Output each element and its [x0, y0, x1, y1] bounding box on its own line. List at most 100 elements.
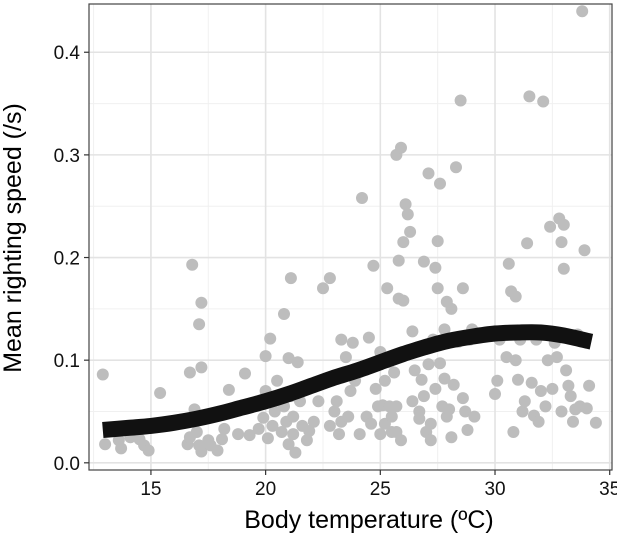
data-point	[557, 218, 570, 231]
data-point	[367, 259, 380, 272]
data-point	[356, 192, 368, 204]
data-point	[154, 387, 167, 399]
data-point	[406, 395, 419, 408]
y-tick-label: 0.0	[54, 454, 80, 475]
data-point	[431, 235, 444, 248]
data-point	[261, 432, 274, 445]
data-point	[264, 332, 277, 345]
data-point	[186, 258, 199, 271]
data-point	[222, 383, 235, 396]
x-axis-title: Body temperature (ºC)	[244, 506, 494, 534]
data-point	[491, 374, 504, 387]
data-point	[195, 445, 208, 458]
data-point	[268, 405, 281, 418]
data-point	[560, 364, 573, 377]
data-point	[287, 428, 300, 441]
y-axis-ticks: 0.0 0.1 0.2 0.3 0.4	[54, 43, 89, 475]
data-point	[339, 351, 352, 364]
data-point	[555, 405, 568, 418]
data-point	[397, 236, 410, 249]
smooth-line	[102, 324, 594, 438]
data-point	[583, 379, 596, 392]
data-point	[422, 167, 435, 180]
data-point	[99, 438, 112, 451]
data-point	[445, 302, 458, 315]
data-point	[211, 444, 224, 457]
data-point	[395, 434, 407, 447]
data-point	[287, 410, 300, 423]
data-point	[344, 385, 357, 397]
data-point	[413, 412, 426, 425]
data-point	[532, 415, 545, 428]
data-point	[408, 364, 421, 377]
x-tick-label: 35	[599, 479, 617, 500]
y-tick-label: 0.4	[54, 43, 81, 64]
x-tick-label: 15	[140, 479, 161, 500]
data-point	[580, 402, 593, 415]
data-point	[353, 428, 366, 441]
data-point	[395, 141, 407, 154]
data-point	[330, 395, 343, 408]
data-point	[397, 294, 410, 307]
data-point	[346, 336, 359, 349]
y-tick-label: 0.3	[54, 146, 80, 167]
data-point	[307, 415, 320, 428]
data-point	[259, 350, 272, 363]
data-point	[404, 225, 417, 238]
data-point	[271, 374, 284, 387]
data-point	[557, 262, 570, 275]
data-point	[434, 177, 446, 190]
data-point	[456, 392, 469, 405]
data-point	[328, 405, 341, 418]
data-point	[509, 354, 522, 367]
data-point	[190, 426, 203, 438]
data-point	[516, 405, 529, 418]
data-point	[562, 379, 575, 392]
data-point	[445, 431, 458, 444]
data-point	[509, 290, 522, 303]
data-point	[342, 410, 355, 423]
data-point	[381, 282, 394, 295]
data-point	[523, 90, 536, 103]
data-point	[537, 95, 550, 108]
data-point	[365, 417, 378, 430]
smooth-curve	[102, 324, 594, 438]
data-point	[468, 410, 481, 423]
data-point	[401, 208, 414, 221]
data-point	[369, 382, 382, 395]
data-point	[317, 282, 329, 295]
data-point	[96, 368, 109, 381]
data-point	[142, 444, 155, 457]
data-point	[525, 376, 538, 389]
data-point	[431, 282, 444, 295]
data-point	[399, 198, 412, 211]
data-point	[275, 426, 288, 438]
data-point	[392, 254, 405, 267]
data-point	[429, 261, 442, 274]
data-point	[415, 373, 428, 386]
data-point	[576, 5, 589, 18]
data-point	[500, 351, 513, 364]
data-point	[424, 417, 437, 430]
data-point	[282, 352, 295, 365]
data-point	[390, 400, 403, 413]
data-point	[239, 367, 251, 380]
data-point	[512, 373, 524, 386]
data-point	[266, 419, 279, 432]
data-point	[438, 323, 451, 336]
x-tick-label: 25	[370, 479, 391, 500]
data-point	[456, 282, 469, 295]
data-point	[216, 433, 228, 446]
x-tick-label: 30	[484, 479, 505, 500]
y-tick-label: 0.1	[54, 351, 80, 372]
data-point	[518, 395, 531, 408]
data-point	[312, 395, 325, 408]
data-point	[289, 446, 302, 459]
data-point	[502, 257, 515, 270]
data-point	[589, 416, 602, 429]
data-point	[541, 354, 554, 367]
data-point	[284, 272, 297, 285]
data-point	[406, 325, 419, 338]
data-point	[388, 366, 401, 379]
y-tick-label: 0.2	[54, 249, 80, 270]
